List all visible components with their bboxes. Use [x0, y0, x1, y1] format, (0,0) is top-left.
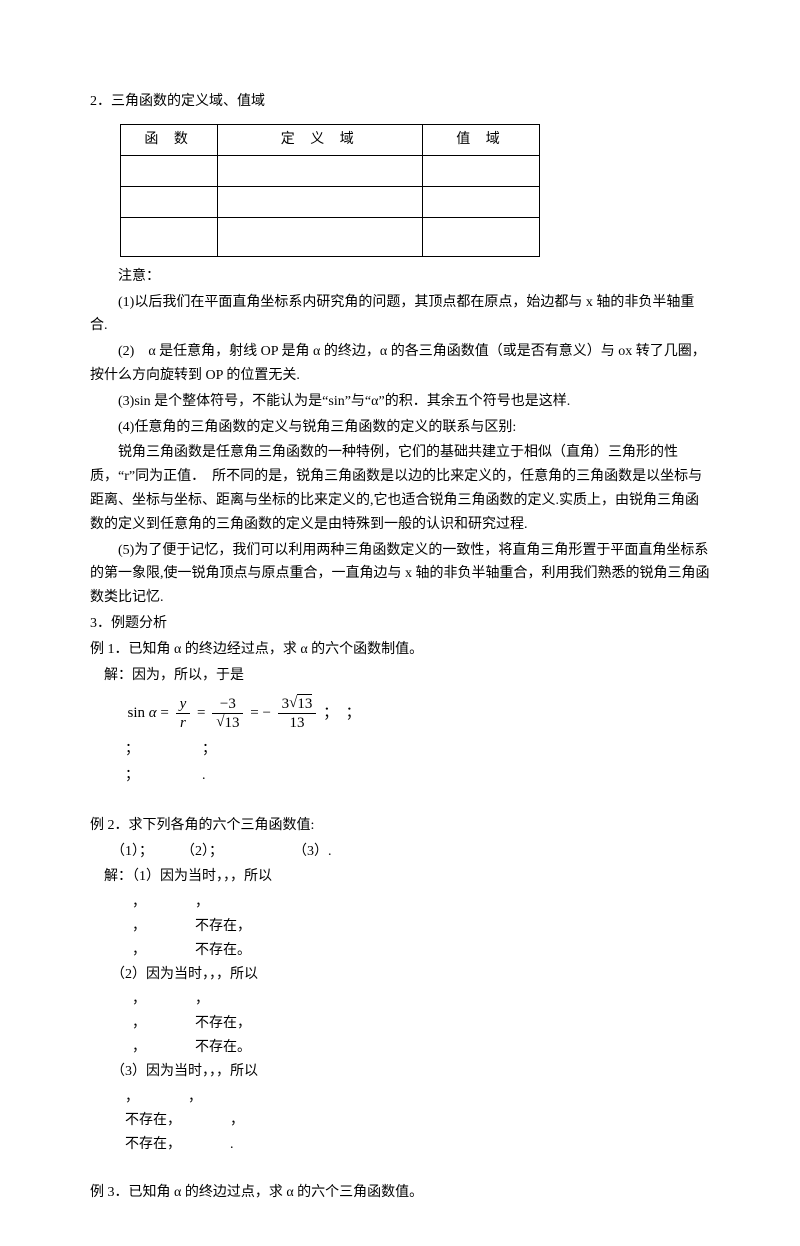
- th-function: 函 数: [121, 124, 218, 155]
- example1-tail2: ； .: [90, 764, 710, 788]
- note-5: (5)为了便于记忆，我们可以利用两种三角函数定义的一致性，将直角三角形置于平面直…: [90, 539, 710, 610]
- table-row: [121, 217, 540, 256]
- domain-range-table: 函 数 定 义 域 值 域: [120, 124, 540, 257]
- example2-lines-2: ， ， ， 不存在， ， 不存在。: [90, 988, 710, 1059]
- note-4: (4)任意角的三角函数的定义与锐角三角函数的定义的联系与区别:: [90, 416, 710, 440]
- line: ， 不存在。: [132, 939, 710, 963]
- note-3: (3)sin 是个整体符号，不能认为是“sin”与“α”的积．其余五个符号也是这…: [90, 390, 710, 414]
- line: 不存在， ，: [125, 1109, 710, 1133]
- line: ， ，: [125, 1086, 710, 1110]
- example2-lines-3: ， ， 不存在， ， 不存在， .: [90, 1086, 710, 1157]
- section2-heading: 2．三角函数的定义域、值域: [90, 90, 710, 114]
- line: ， ，: [132, 891, 710, 915]
- example2-sol2: （2）因为当时，，，所以: [90, 963, 710, 987]
- note-label: 注意：: [90, 265, 710, 289]
- section3-heading: 3．例题分析: [90, 612, 710, 636]
- example2-sol1: 解：（1）因为当时，，，所以: [90, 865, 710, 889]
- example1-title: 例 1．已知角 α 的终边经过点，求 α 的六个函数制值。: [90, 638, 710, 662]
- example2-sol3: （3）因为当时，，，所以: [90, 1060, 710, 1084]
- line: 不存在， .: [125, 1133, 710, 1157]
- line: ， 不存在，: [132, 915, 710, 939]
- note-1: (1)以后我们在平面直角坐标系内研究角的问题，其顶点都在原点，始边都与 x 轴的…: [90, 291, 710, 339]
- note-4b: 锐角三角函数是任意角三角函数的一种特例，它们的基础共建立于相似（直角）三角形的性…: [90, 441, 710, 536]
- table-row: [121, 155, 540, 186]
- table-row: [121, 186, 540, 217]
- example2-parts: （1）； （2）； （3）.: [90, 840, 710, 864]
- example2-lines-1: ， ， ， 不存在， ， 不存在。: [90, 891, 710, 962]
- example1-formula: sin α = yr = −3√13 = − 3√1313 ； ；: [90, 689, 710, 738]
- example2-title: 例 2．求下列各角的六个三角函数值:: [90, 814, 710, 838]
- line: ， ，: [132, 988, 710, 1012]
- table-row: 函 数 定 义 域 值 域: [121, 124, 540, 155]
- th-range: 值 域: [423, 124, 540, 155]
- semicolon: ；: [346, 705, 361, 721]
- line: ， 不存在。: [132, 1036, 710, 1060]
- example1-tail1: ； ；: [90, 738, 710, 762]
- example1-sol-pre: 解：因为，所以，于是: [90, 664, 710, 688]
- line: ， 不存在，: [132, 1012, 710, 1036]
- semicolon: ；: [323, 705, 338, 721]
- example3-title: 例 3．已知角 α 的终边过点，求 α 的六个三角函数值。: [90, 1181, 710, 1205]
- th-domain: 定 义 域: [218, 124, 423, 155]
- page: 2．三角函数的定义域、值域 函 数 定 义 域 值 域 注意： (1)以后我们在…: [0, 0, 800, 1246]
- note-2: (2) α 是任意角，射线 OP 是角 α 的终边，α 的各三角函数值（或是否有…: [90, 340, 710, 388]
